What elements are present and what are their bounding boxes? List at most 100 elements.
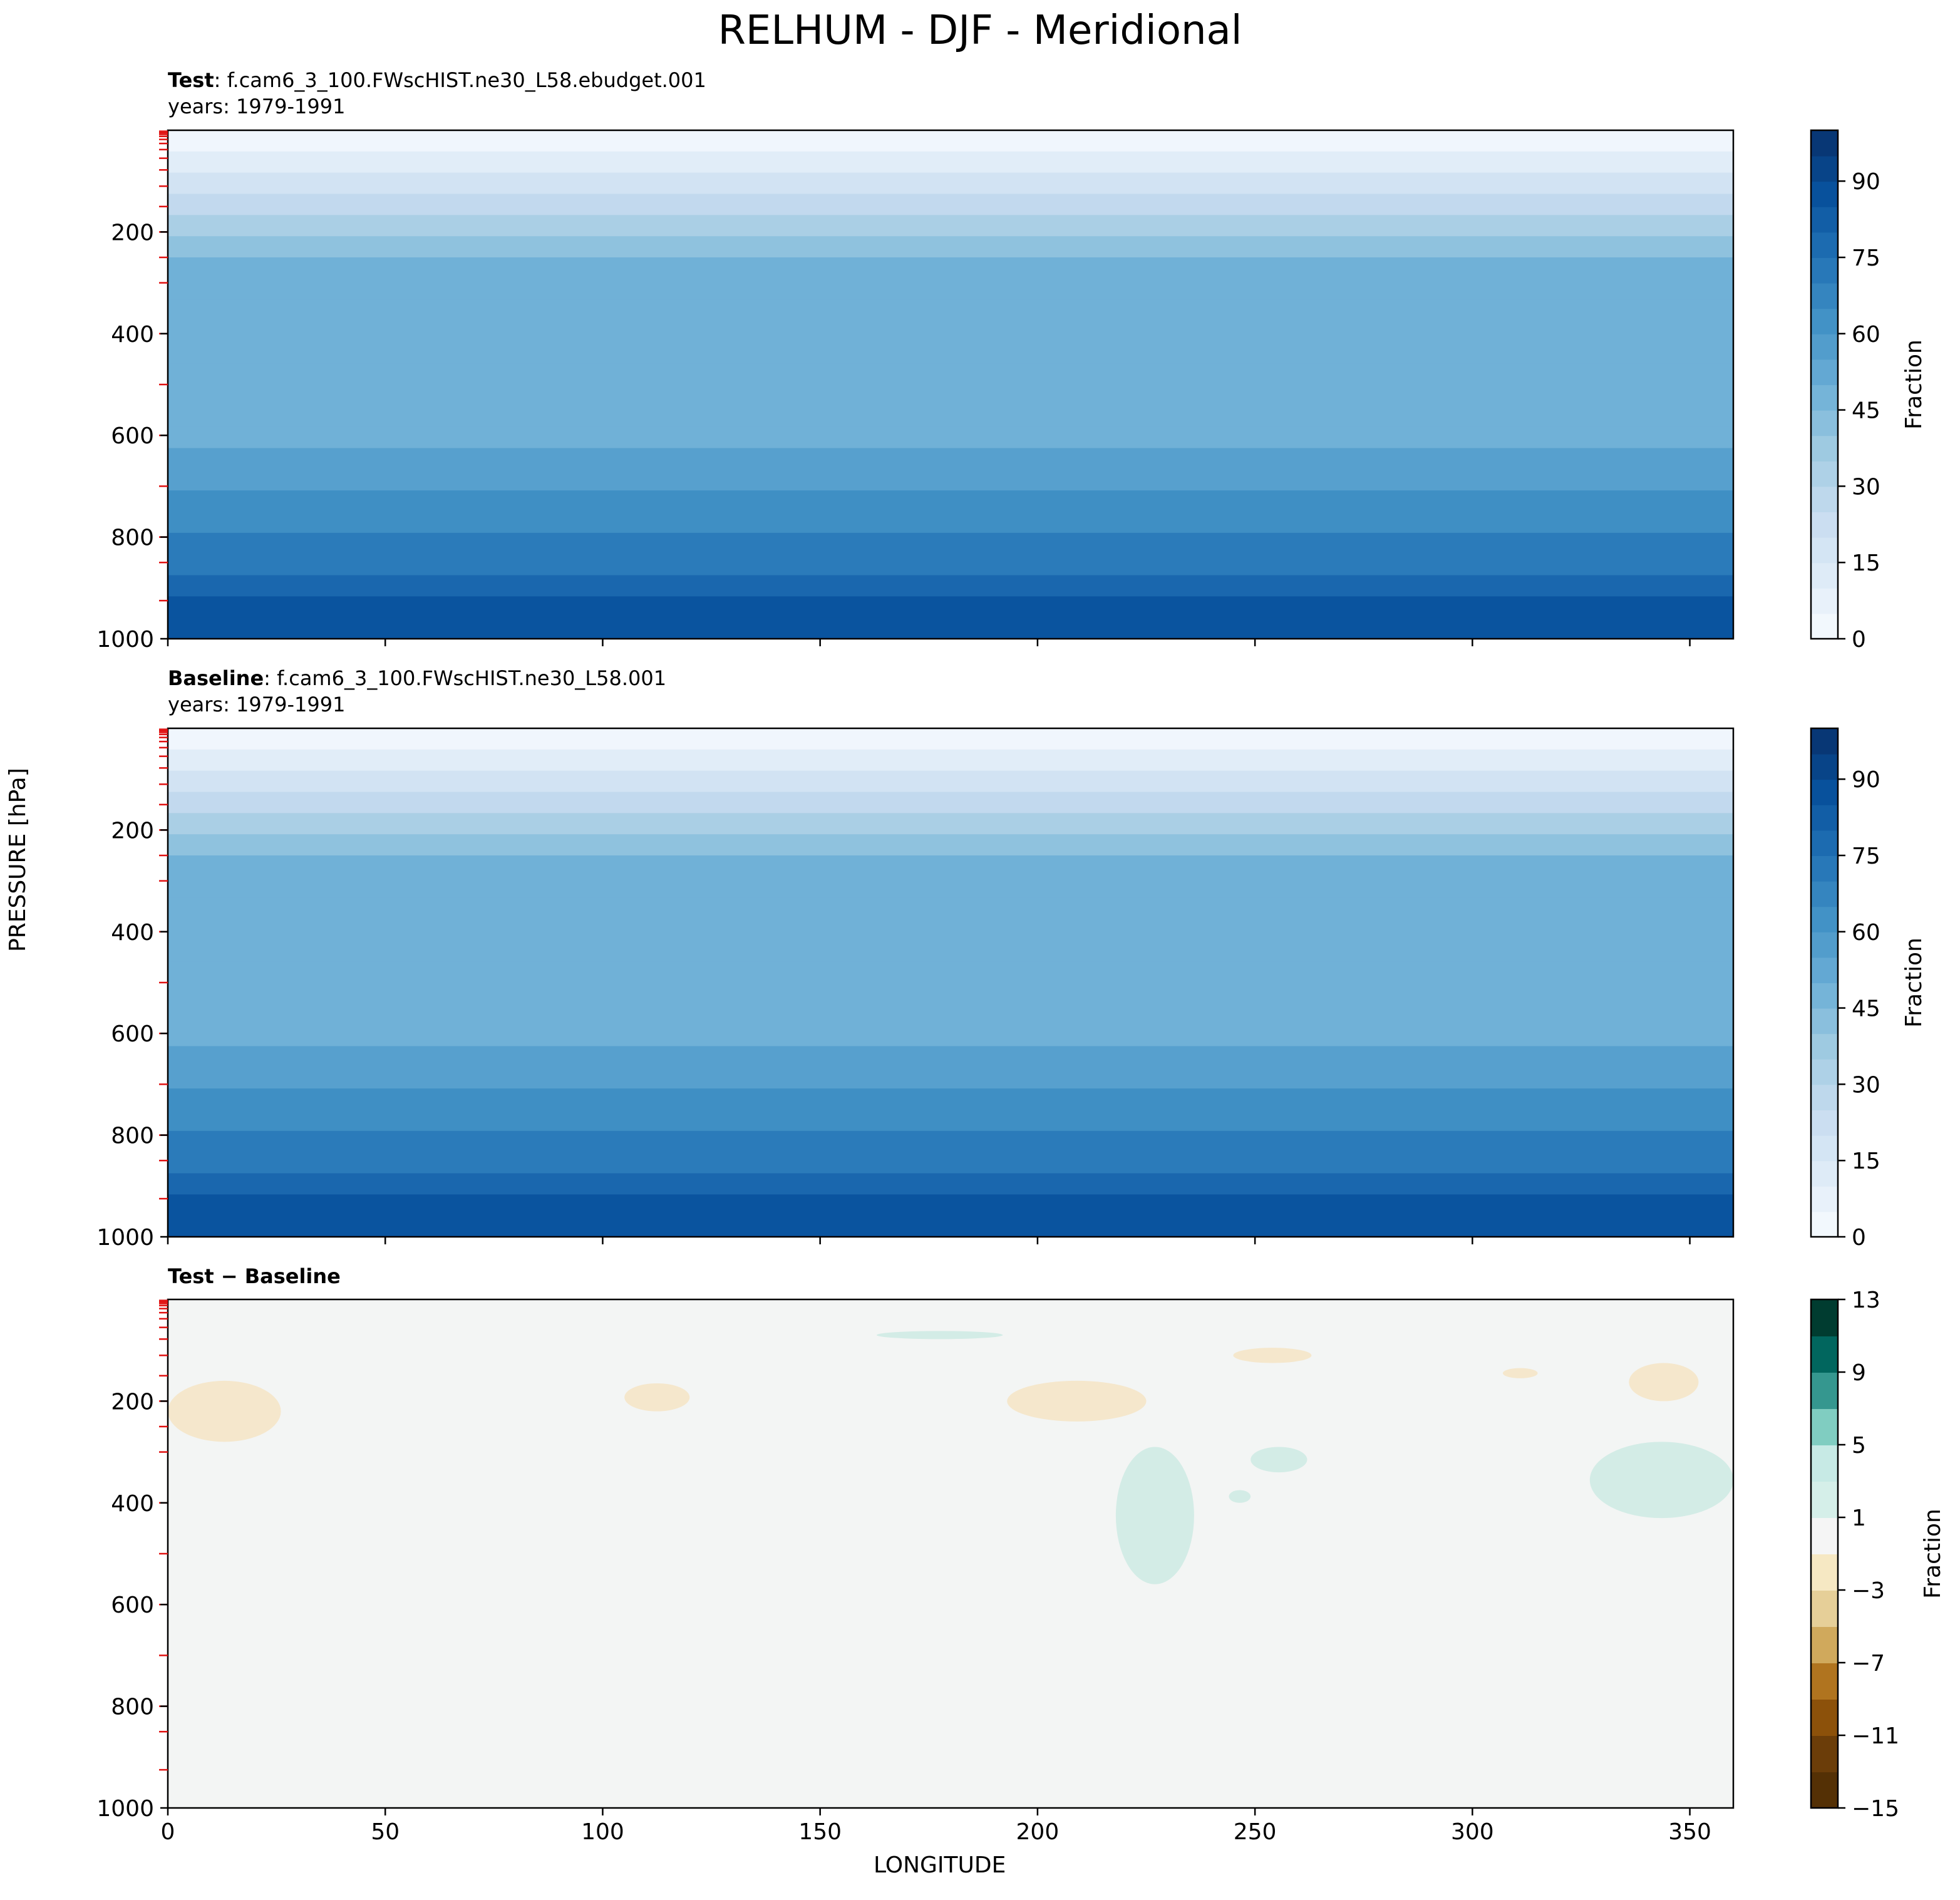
x-tick-label: 250 bbox=[1234, 1819, 1277, 1845]
colorbar-segment bbox=[1811, 308, 1838, 334]
colorbar-segment bbox=[1811, 435, 1838, 462]
contour-band bbox=[168, 490, 1733, 512]
colorbar-tick-label: 15 bbox=[1852, 1149, 1880, 1174]
colorbar-segment bbox=[1811, 1135, 1838, 1162]
colorbar-frame bbox=[1810, 129, 1839, 640]
contour-band bbox=[168, 215, 1733, 237]
colorbar-segment bbox=[1811, 1160, 1838, 1187]
contour-band bbox=[168, 299, 1733, 322]
contour-band bbox=[168, 855, 1733, 877]
x-tick-label: 150 bbox=[798, 1819, 842, 1845]
contour-band bbox=[168, 961, 1733, 983]
colorbar-segment bbox=[1811, 1481, 1838, 1518]
y-tick-label: 200 bbox=[111, 818, 154, 844]
y-tick-label: 400 bbox=[111, 920, 154, 946]
contour-band bbox=[168, 385, 1733, 406]
contour-band bbox=[168, 1025, 1733, 1047]
contour-band bbox=[168, 194, 1733, 216]
colorbar-segment bbox=[1811, 779, 1838, 805]
y-tick-label: 400 bbox=[111, 1491, 154, 1517]
contour-band bbox=[168, 278, 1733, 301]
contour-band bbox=[168, 1088, 1733, 1110]
contour-band bbox=[168, 813, 1733, 835]
y-tick-label: 800 bbox=[111, 1695, 154, 1720]
positive-anomaly bbox=[876, 1331, 1003, 1340]
y-tick-label: 600 bbox=[111, 423, 154, 449]
positive-anomaly bbox=[1115, 1447, 1194, 1584]
y-tick-label: 200 bbox=[111, 1389, 154, 1415]
y-tick-label: 1000 bbox=[96, 627, 154, 653]
y-tick-label: 200 bbox=[111, 220, 154, 245]
positive-anomaly bbox=[1251, 1447, 1308, 1473]
colorbar-segment bbox=[1811, 983, 1838, 1009]
y-tick-label: 1000 bbox=[96, 1796, 154, 1822]
contour-band bbox=[168, 1152, 1733, 1174]
colorbar-tick-label: 0 bbox=[1852, 627, 1866, 653]
negative-anomaly bbox=[624, 1383, 690, 1412]
colorbar-segment bbox=[1811, 1554, 1838, 1591]
panel-1-years: years: 1979-1991 bbox=[168, 95, 346, 118]
colorbar-segment bbox=[1811, 830, 1838, 856]
y-tick-label: 800 bbox=[111, 1123, 154, 1149]
colorbar-segment bbox=[1811, 1033, 1838, 1060]
colorbar-segment bbox=[1811, 232, 1838, 258]
colorbar-segment bbox=[1811, 460, 1838, 487]
contour-band bbox=[168, 405, 1733, 428]
colorbar-segment bbox=[1811, 333, 1838, 360]
colorbar-segment bbox=[1811, 1517, 1838, 1554]
negative-anomaly bbox=[1629, 1363, 1699, 1402]
chart-panel-3: 200 400 600 800 1000 0 50 100 150 200 250 300 350 13 9… bbox=[96, 1288, 1946, 1845]
contour-band bbox=[168, 236, 1733, 258]
x-tick-label: 50 bbox=[371, 1819, 400, 1845]
colorbar-1: 0 15 30 45 60 75 90 Fraction bbox=[1810, 129, 1927, 653]
colorbar-segment bbox=[1811, 880, 1838, 907]
contour-band bbox=[168, 469, 1733, 492]
colorbar-tick-label: 9 bbox=[1852, 1360, 1866, 1386]
panel-1-title: Test: f.cam6_3_100.FWscHIST.ne30_L58.ebu… bbox=[168, 68, 706, 93]
colorbar-segment bbox=[1811, 512, 1838, 538]
contour-band bbox=[168, 554, 1733, 576]
colorbar-segment bbox=[1811, 562, 1838, 589]
contour-band bbox=[168, 172, 1733, 195]
colorbar-segment bbox=[1811, 385, 1838, 411]
colorbar-segment bbox=[1811, 804, 1838, 831]
colorbar-segment bbox=[1811, 613, 1838, 639]
positive-anomaly bbox=[1589, 1442, 1734, 1519]
contour-band bbox=[168, 1130, 1733, 1153]
colorbar-segment bbox=[1811, 1185, 1838, 1212]
contour-band bbox=[168, 257, 1733, 279]
panel-3-title: Test − Baseline bbox=[168, 1264, 341, 1289]
colorbar-tick-label: 90 bbox=[1852, 169, 1880, 195]
colorbar-segment bbox=[1811, 1110, 1838, 1136]
colorbar-segment bbox=[1811, 410, 1838, 436]
panel-3-label: Test − Baseline bbox=[168, 1264, 341, 1288]
colorbar-segment bbox=[1811, 181, 1838, 207]
colorbar-tick-label: 30 bbox=[1852, 1072, 1880, 1098]
negative-anomaly bbox=[1007, 1380, 1147, 1422]
negative-anomaly bbox=[168, 1380, 281, 1442]
colorbar-tick-label: 45 bbox=[1852, 398, 1880, 424]
contour-band bbox=[168, 876, 1733, 899]
colorbar-tick-label: 75 bbox=[1852, 844, 1880, 869]
contour-band bbox=[168, 897, 1733, 920]
colorbar-segment bbox=[1811, 359, 1838, 385]
chart-panel-1: 200 400 600 800 1000 0 15 30 45 60 75 90 Fraction bbox=[96, 129, 1927, 653]
contour-band bbox=[168, 1194, 1733, 1217]
colorbar-label: Fraction bbox=[1901, 339, 1927, 430]
colorbar-2: 0 15 30 45 60 75 90 Fraction bbox=[1810, 727, 1927, 1251]
contour-band bbox=[168, 983, 1733, 1004]
y-tick-label: 600 bbox=[111, 1593, 154, 1618]
contour-band bbox=[168, 426, 1733, 449]
negative-anomaly bbox=[1233, 1348, 1312, 1363]
contour-band bbox=[168, 1003, 1733, 1026]
contour-band bbox=[168, 770, 1733, 793]
contour-band bbox=[168, 1110, 1733, 1132]
colorbar-tick-label: 60 bbox=[1852, 322, 1880, 348]
colorbar-segment bbox=[1811, 1299, 1838, 1336]
contour-band bbox=[168, 617, 1733, 639]
colorbar-segment bbox=[1811, 1699, 1838, 1736]
negative-anomaly bbox=[1502, 1368, 1538, 1378]
panel-2-title: Baseline: f.cam6_3_100.FWscHIST.ne30_L58… bbox=[168, 666, 666, 691]
contour-band bbox=[168, 448, 1733, 470]
